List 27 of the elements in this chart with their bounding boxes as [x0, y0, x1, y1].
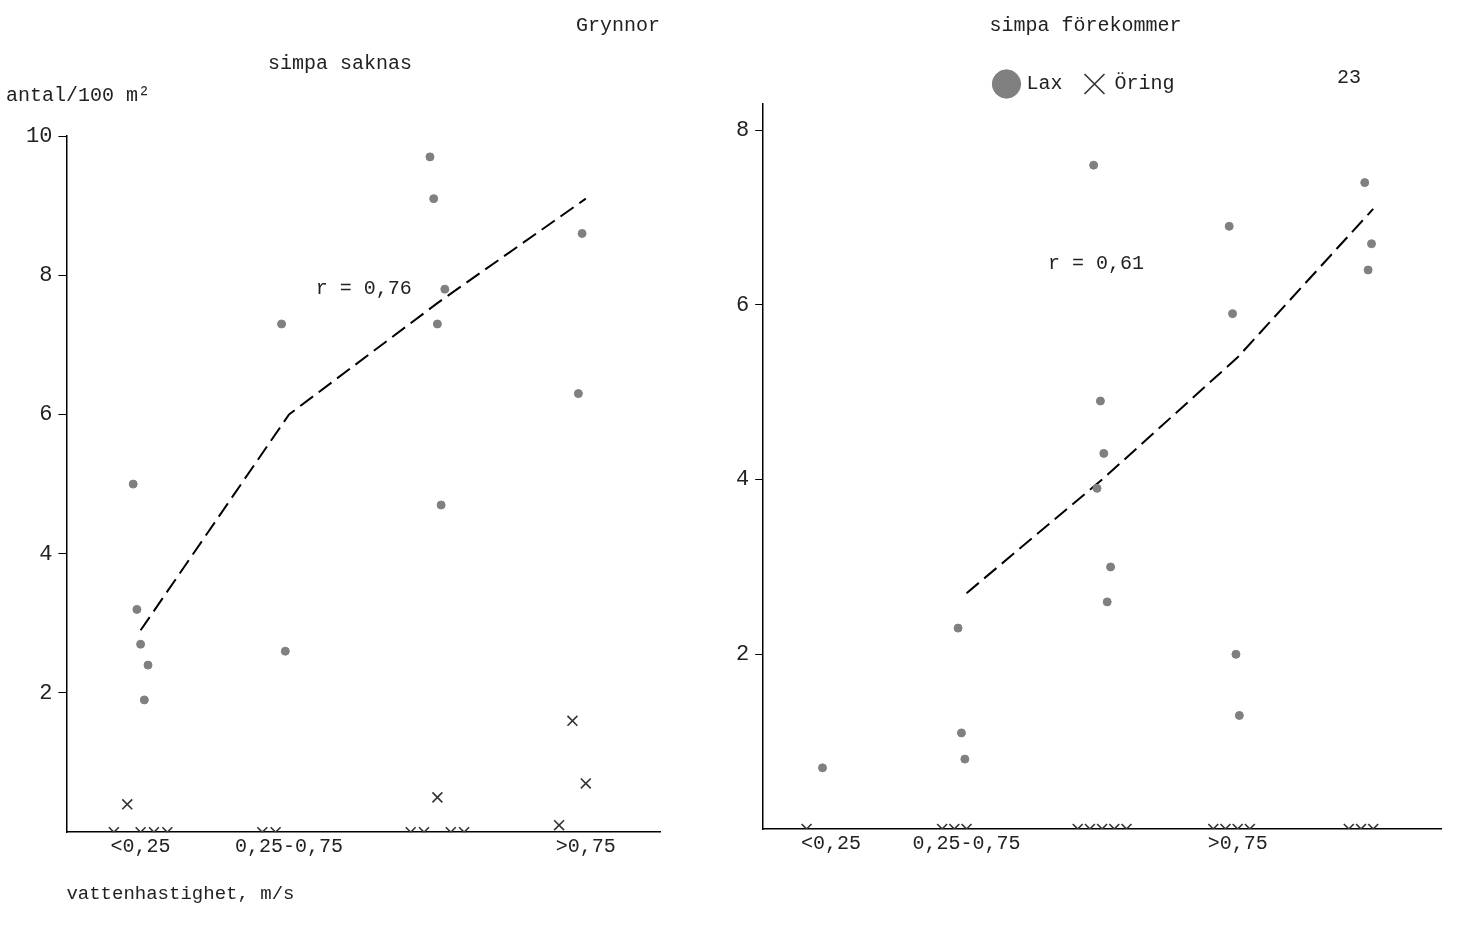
- y-tick-label: 6: [736, 292, 750, 318]
- line-series: [965, 207, 1375, 595]
- x-axis-title: vattenhastighet, m/s: [66, 882, 295, 905]
- y-tick-label: 6: [39, 402, 53, 428]
- line-series: [139, 197, 587, 632]
- x-tick-label: <0,25: [110, 835, 171, 859]
- y-tick-label: 4: [736, 467, 750, 493]
- y-tick-label: 4: [39, 541, 53, 567]
- x-tick-label: 0,25-0,75: [912, 832, 1021, 856]
- y-tick-label: 8: [736, 118, 750, 144]
- chart-title: simpa förekommer: [989, 14, 1182, 38]
- y-tick-label: 2: [736, 642, 750, 668]
- text: 23: [1336, 66, 1361, 90]
- x-tick-label: 0,25-0,75: [234, 835, 344, 859]
- y-tick-label: 10: [26, 123, 53, 149]
- annotation: r = 0,61: [1047, 251, 1144, 275]
- legend-label: Lax: [1026, 72, 1063, 96]
- chart-title: Grynnor: [575, 14, 660, 38]
- x-tick-label: >0,75: [555, 835, 616, 859]
- y-tick-label: 8: [39, 263, 53, 289]
- y-tick-label: 2: [39, 680, 53, 706]
- x-tick-label: >0,75: [1207, 832, 1268, 856]
- legend-label: Öring: [1114, 72, 1175, 96]
- x-tick-label: <0,25: [800, 832, 861, 856]
- chart-subtitle: simpa saknas: [267, 52, 413, 76]
- y-axis-title: antal/100 m²: [6, 84, 151, 108]
- annotation: r = 0,76: [315, 277, 412, 301]
